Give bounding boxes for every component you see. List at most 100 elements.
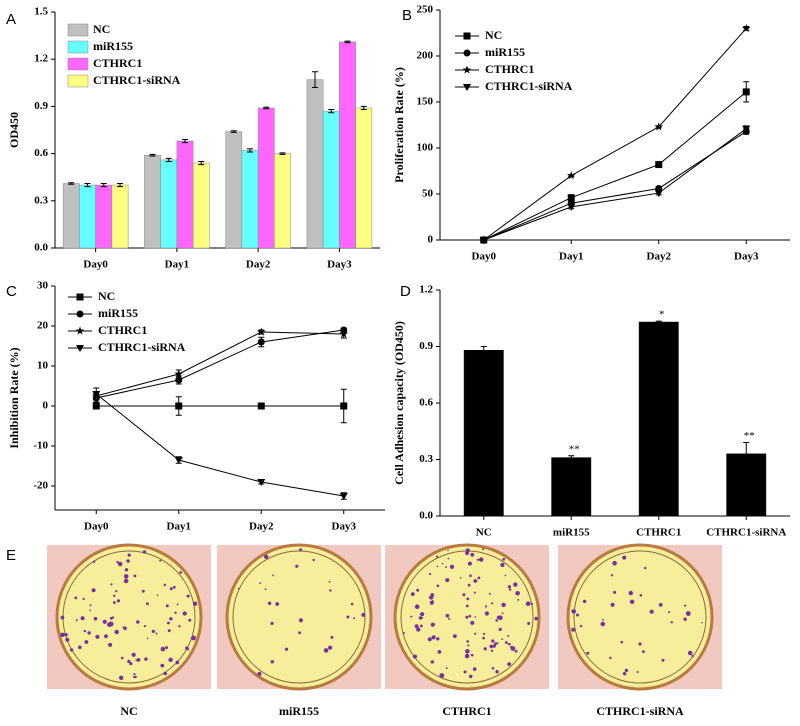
cell xyxy=(146,602,149,606)
cell xyxy=(624,668,629,673)
cell xyxy=(501,612,504,615)
marker xyxy=(257,402,265,410)
cell xyxy=(120,656,124,660)
cell xyxy=(447,557,450,560)
bar xyxy=(551,457,592,517)
error-bar xyxy=(230,130,237,133)
cell xyxy=(159,559,162,562)
cell xyxy=(431,635,436,640)
cell xyxy=(628,590,633,596)
cell xyxy=(508,643,511,646)
cell xyxy=(60,615,65,620)
cell xyxy=(114,629,119,635)
panel-label: E xyxy=(6,547,16,564)
cell xyxy=(495,670,499,674)
cell xyxy=(299,548,303,552)
cell xyxy=(470,620,475,625)
cell xyxy=(420,624,423,628)
y-tick-label: -10 xyxy=(33,440,48,452)
cell xyxy=(498,627,502,632)
cell xyxy=(414,624,419,629)
cell xyxy=(571,627,576,632)
cell xyxy=(489,644,494,649)
cell xyxy=(658,603,663,607)
x-tick-label: Day1 xyxy=(559,251,583,263)
bar xyxy=(638,321,679,517)
cell xyxy=(113,594,116,597)
cell xyxy=(464,653,470,659)
cell xyxy=(501,638,504,640)
cell xyxy=(462,593,466,597)
marker xyxy=(463,84,471,91)
marker xyxy=(742,23,751,32)
cell xyxy=(534,616,538,621)
dish-well xyxy=(225,543,373,691)
cell xyxy=(530,602,533,605)
cell xyxy=(500,562,505,568)
cell xyxy=(466,597,470,601)
marker xyxy=(742,88,750,96)
cell xyxy=(131,652,136,657)
cell xyxy=(507,643,509,645)
x-tick-label: Day0 xyxy=(84,521,109,533)
cell xyxy=(64,633,68,637)
annotation: ** xyxy=(744,430,755,442)
y-axis-title: OD450 xyxy=(7,112,21,148)
marker xyxy=(463,32,471,40)
cell xyxy=(613,590,617,594)
legend-swatch xyxy=(67,23,89,37)
error-bar xyxy=(312,71,318,89)
line xyxy=(95,393,344,497)
cell xyxy=(129,662,133,666)
cell xyxy=(474,632,477,635)
cell xyxy=(361,612,366,617)
annotation: * xyxy=(659,309,665,321)
annotation: ** xyxy=(569,443,580,455)
error-bar xyxy=(84,182,91,188)
cell xyxy=(188,618,192,622)
cell xyxy=(127,553,131,557)
cell xyxy=(482,548,485,551)
cell xyxy=(492,644,496,648)
panel-label: C xyxy=(6,283,17,300)
cell xyxy=(151,629,155,634)
cell xyxy=(644,566,647,570)
legend-label: CTHRC1-siRNA xyxy=(485,79,573,93)
cell xyxy=(410,615,413,618)
cell xyxy=(470,552,475,557)
cell xyxy=(685,611,691,616)
cell xyxy=(89,609,92,611)
cell xyxy=(465,615,469,619)
y-tick-label: 1.2 xyxy=(419,284,433,296)
cell xyxy=(136,620,140,624)
cell xyxy=(484,611,489,616)
y-tick-label: 20 xyxy=(37,320,49,332)
cell xyxy=(472,667,477,671)
cell xyxy=(447,549,449,552)
bar xyxy=(62,183,80,249)
error-bar xyxy=(165,157,172,162)
cell xyxy=(298,631,301,635)
cell xyxy=(477,576,481,580)
cell xyxy=(142,550,147,554)
x-tick-label: Day3 xyxy=(327,259,352,271)
marker xyxy=(654,122,663,131)
y-tick-label: 0.6 xyxy=(34,147,48,159)
cell xyxy=(508,588,512,591)
cell xyxy=(80,616,85,621)
cell xyxy=(160,663,165,668)
cell xyxy=(167,621,170,625)
error-bar xyxy=(480,346,487,355)
legend-label: CTHRC1 xyxy=(98,323,147,337)
error-bar xyxy=(279,152,286,155)
cell xyxy=(163,671,167,676)
bar xyxy=(322,110,340,249)
cell xyxy=(186,648,190,651)
x-tick-label: Day2 xyxy=(647,251,672,263)
cell xyxy=(684,604,687,607)
cell xyxy=(267,601,272,605)
x-tick-label: miR155 xyxy=(553,527,590,539)
cell xyxy=(133,574,137,578)
cell xyxy=(275,602,280,606)
